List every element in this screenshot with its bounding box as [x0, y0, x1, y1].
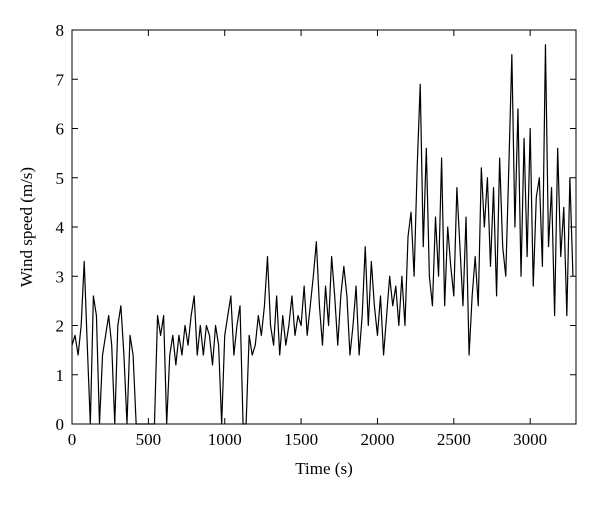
x-tick-label: 1000 [208, 430, 242, 449]
y-tick-label: 2 [56, 317, 65, 336]
y-tick-label: 4 [56, 218, 65, 237]
y-tick-label: 1 [56, 366, 65, 385]
y-tick-label: 8 [56, 21, 65, 40]
y-tick-label: 5 [56, 169, 65, 188]
plot-frame [71, 29, 577, 425]
y-tick-label: 6 [56, 120, 65, 139]
y-tick-label: 3 [56, 267, 65, 286]
x-tick-label: 500 [136, 430, 162, 449]
line-series [71, 44, 574, 425]
x-tick-label: 0 [68, 430, 77, 449]
x-tick-label: 2000 [360, 430, 394, 449]
y-tick-label: 0 [56, 415, 65, 434]
x-axis-label: Time (s) [295, 459, 352, 478]
x-tick-label: 1500 [284, 430, 318, 449]
y-axis-label: Wind speed (m/s) [17, 167, 36, 287]
x-tick-label: 3000 [513, 430, 547, 449]
y-tick-label: 7 [56, 70, 65, 89]
x-tick-label: 2500 [437, 430, 471, 449]
